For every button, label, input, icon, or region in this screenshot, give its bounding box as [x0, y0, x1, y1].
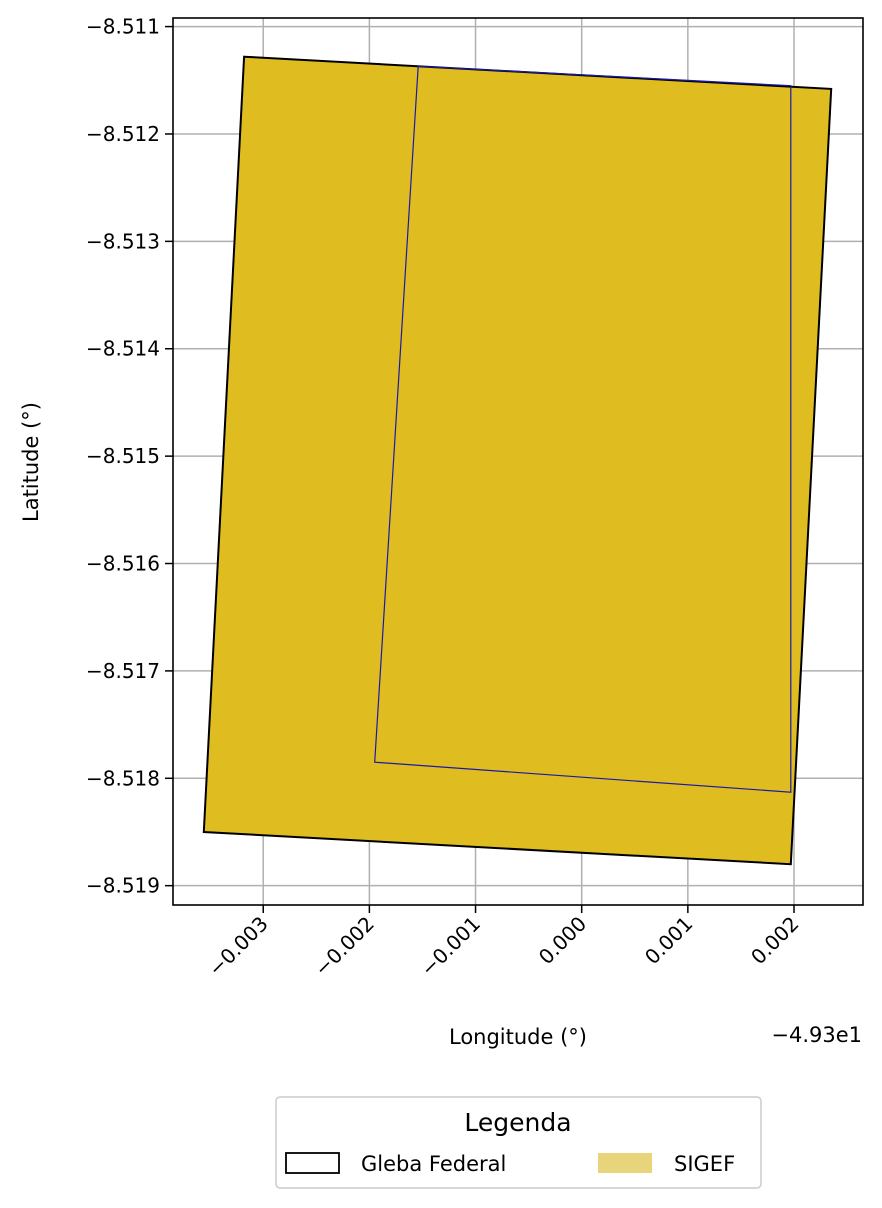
y-tick-label: −8.511	[86, 15, 160, 39]
x-offset-label: −4.93e1	[771, 1023, 862, 1047]
x-tick-label: −0.002	[310, 912, 379, 981]
y-tick-label: −8.518	[86, 766, 160, 790]
axes-frame	[172, 17, 864, 906]
legend-label-gleba-federal: Gleba Federal	[361, 1152, 506, 1176]
legend-title: Legenda	[464, 1108, 571, 1137]
x-tick-label: 0.002	[746, 912, 803, 969]
legend-swatch-gleba-federal	[285, 1152, 340, 1174]
x-axis-label: Longitude (°)	[449, 1025, 587, 1049]
y-tick-label: −8.512	[86, 122, 160, 146]
map-layers	[202, 55, 833, 866]
y-tick-label: −8.513	[86, 229, 160, 253]
gleba-federal-polygon	[374, 65, 792, 793]
legend: Legenda Gleba Federal SIGEF	[275, 1096, 762, 1189]
legend-swatch-sigef	[598, 1153, 652, 1173]
x-tick-label: 0.001	[640, 912, 697, 969]
x-ticks: −0.003 −0.002 −0.001 0.000 0.001 0.002	[203, 905, 804, 981]
y-axis-label: Latitude (°)	[19, 402, 43, 522]
y-tick-label: −8.515	[86, 444, 160, 468]
y-tick-label: −8.517	[86, 659, 160, 683]
y-tick-label: −8.519	[86, 874, 160, 898]
sigef-polygon	[202, 55, 833, 866]
x-tick-label: −0.001	[416, 912, 485, 981]
x-tick-label: −0.003	[203, 912, 272, 981]
legend-label-sigef: SIGEF	[674, 1152, 735, 1176]
y-tick-label: −8.516	[86, 552, 160, 576]
y-ticks: −8.511 −8.512 −8.513 −8.514 −8.515 −8.516 −8.5…	[86, 15, 173, 898]
y-tick-label: −8.514	[86, 337, 160, 361]
x-tick-label: 0.000	[534, 912, 591, 969]
